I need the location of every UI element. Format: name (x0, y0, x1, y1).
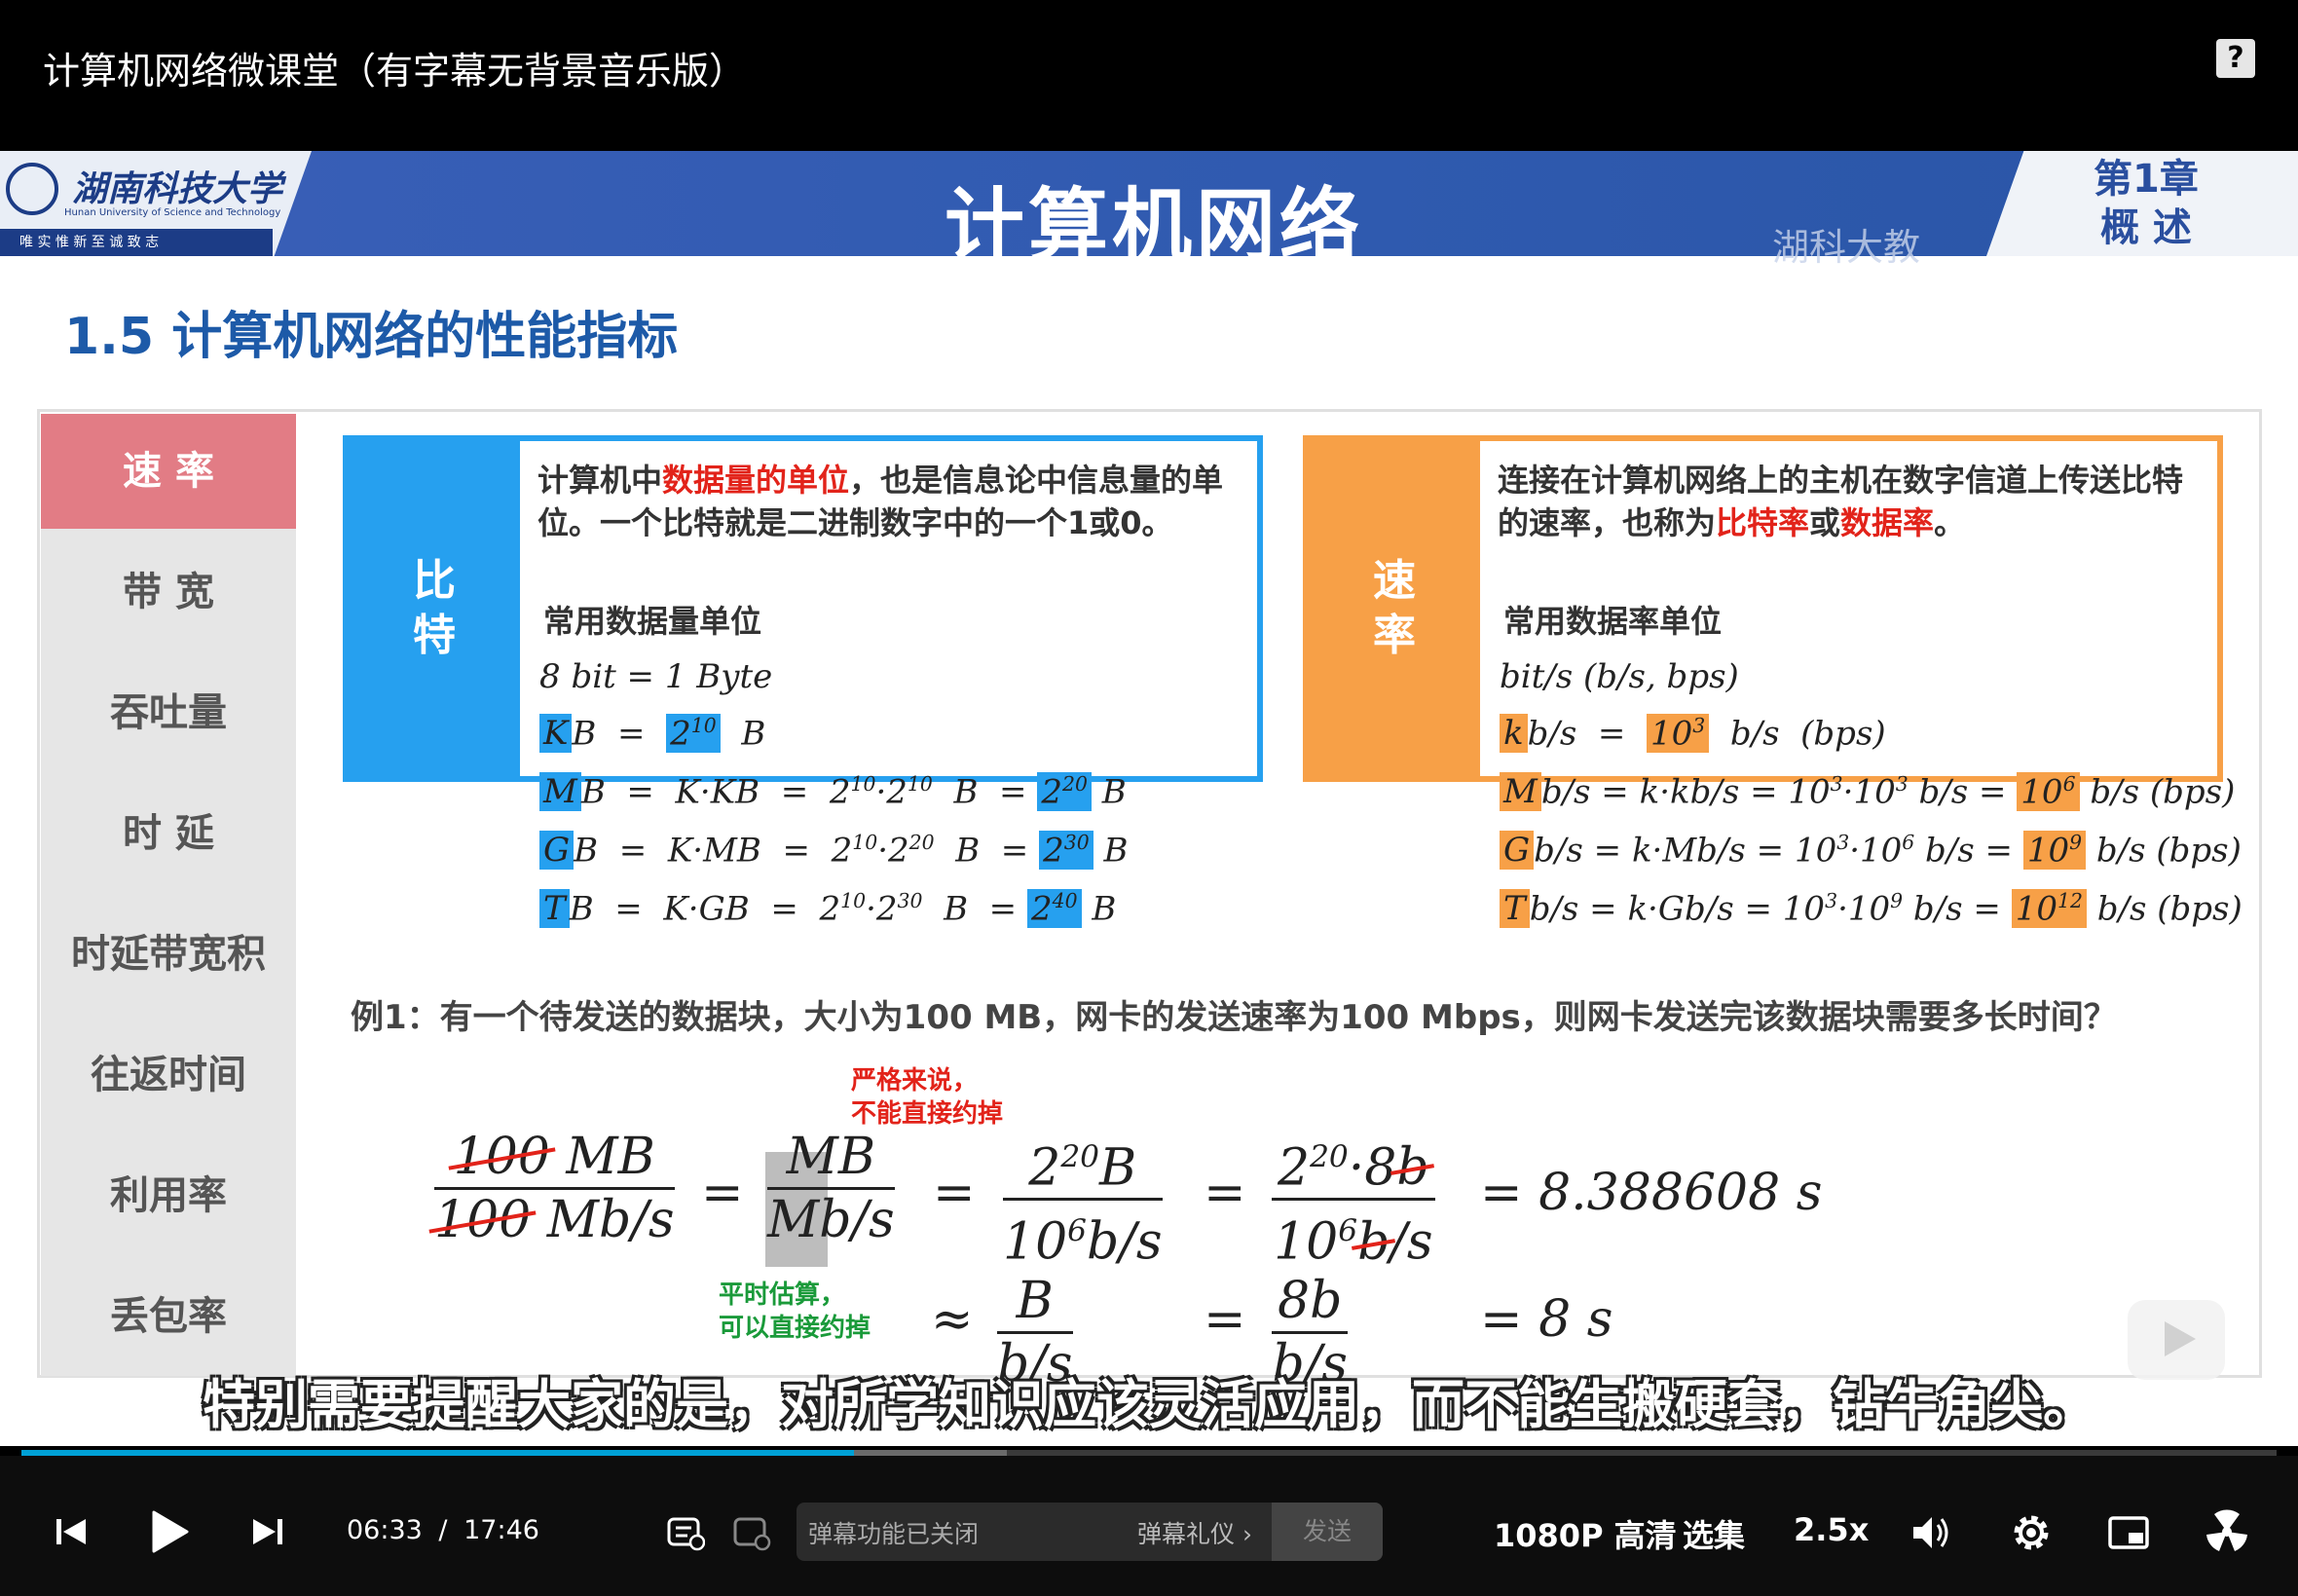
next-icon[interactable] (251, 1515, 284, 1548)
strict-note: 严格来说， 不能直接约掉 (851, 1066, 1004, 1129)
fraction-100mb-100mbps: 100 MB 100 Mb/s (434, 1128, 675, 1249)
picture-in-picture-icon[interactable] (2107, 1513, 2152, 1552)
estimate-note: 平时估算， 可以直接约掉 (719, 1281, 871, 1343)
rate-card-label: 速 率 (1309, 441, 1480, 776)
bit-card: 比 特 计算机中数据量的单位，也是信息论中信息量的单位。一个比特就是二进制数字中… (343, 435, 1263, 929)
episodes-button[interactable]: 选集 (1683, 1517, 1746, 1554)
bit-definition: 计算机中数据量的单位，也是信息论中信息量的单位。一个比特就是二进制数字中的一个1… (537, 462, 1224, 541)
menu-item-packet-loss[interactable]: 丢包率 (110, 1294, 227, 1339)
video-title-bar: 计算机网络微课堂（有字幕无背景音乐版） ? (0, 0, 2298, 151)
equals-sign: = (1204, 1290, 1246, 1349)
data-units-heading: 常用数据量单位 (543, 603, 762, 640)
fraction-2-20-8b: 220·8b 106b/s (1272, 1127, 1435, 1273)
help-icon[interactable]: ? (2216, 39, 2255, 78)
slide-watermark: 湖科大教 (1772, 226, 1921, 269)
menu-item-bandwidth[interactable]: 带 宽 (123, 570, 214, 614)
danmaku-status: 弹幕功能已关闭 (808, 1520, 980, 1548)
menu-item-utilization[interactable]: 利用率 (110, 1173, 227, 1218)
formula-bit-byte: 8 bit = 1 Byte (539, 657, 773, 696)
banner-corner (1986, 151, 2298, 256)
video-title: 计算机网络微课堂（有字幕无背景音乐版） (43, 50, 747, 93)
approx-sign: ≈ (931, 1290, 974, 1349)
volume-icon[interactable] (1910, 1513, 1953, 1552)
university-logo: 湖南科技大学 Hunan University of Science and T… (0, 151, 312, 256)
quality-selector[interactable]: 1080P 高清 (1494, 1517, 1677, 1554)
formula-bits-per-second: bit/s (b/s, bps) (1500, 657, 1739, 696)
slide-banner (0, 151, 2298, 256)
chapter-name: 概 述 (2099, 205, 2192, 250)
play-icon[interactable] (150, 1509, 189, 1554)
university-seal-icon (6, 163, 58, 215)
topic-menu: 速 率 带 宽 吞吐量 时 延 时延带宽积 往返时间 利用率 丢包率 (41, 414, 296, 1376)
chapter-label: 第1章 概 述 (2094, 155, 2199, 252)
danmaku-settings-icon[interactable] (732, 1513, 771, 1552)
rate-definition: 连接在计算机网络上的主机在数字信道上传送比特的速率，也称为比特率或数据率。 (1498, 462, 2184, 541)
unit-highlight (765, 1152, 828, 1267)
fraction-8b-bps: 8b b/s (1272, 1272, 1349, 1393)
rate-units-heading: 常用数据率单位 (1503, 603, 1723, 640)
university-english-name: Hunan University of Science and Technolo… (64, 207, 281, 218)
equals-sign: = (701, 1164, 744, 1222)
menu-item-throughput[interactable]: 吞吐量 (110, 690, 227, 735)
chapter-number: 第1章 (2094, 157, 2199, 202)
fullscreen-icon[interactable] (2205, 1509, 2249, 1554)
lecture-slide: 湖南科技大学 Hunan University of Science and T… (0, 151, 2298, 1446)
subtitle-caption: 特别需要提醒大家的是，对所学知识应该灵活应用，而不能生搬硬套，钻牛角尖。 (203, 1374, 2095, 1435)
fraction-2-20-b: 220B 106b/s (1003, 1127, 1163, 1273)
bilibili-tv-icon[interactable] (2128, 1300, 2225, 1380)
progress-bar[interactable] (21, 1450, 2277, 1456)
playback-time: 06:33 / 17:46 (347, 1515, 539, 1545)
send-danmaku-button[interactable]: 发送 (1272, 1503, 1383, 1561)
menu-item-bandwidth-delay-product[interactable]: 时延带宽积 (71, 932, 266, 977)
bit-card-label: 比 特 (349, 441, 520, 776)
time-separator: / (438, 1515, 448, 1545)
equals-sign: = (1204, 1164, 1246, 1222)
university-motto: 唯 实 惟 新 至 诚 致 志 (0, 229, 273, 256)
playback-speed[interactable]: 2.5x (1794, 1511, 1870, 1548)
danmaku-etiquette-link[interactable]: 弹幕礼仪 › (1137, 1520, 1252, 1548)
section-title: 1.5 计算机网络的性能指标 (64, 308, 679, 366)
progress-played (21, 1450, 854, 1456)
previous-icon[interactable] (55, 1515, 88, 1548)
rate-card: 速 率 连接在计算机网络上的主机在数字信道上传送比特的速率，也称为比特率或数据率… (1303, 435, 2242, 929)
formula-kbps: k b/s = 103 b/s (bps) (1500, 714, 1886, 754)
result-estimate: = 8 s (1480, 1290, 1613, 1349)
university-name: 湖南科技大学 (72, 168, 283, 209)
current-time: 06:33 (347, 1515, 423, 1545)
fraction-b-bps: B b/s (997, 1272, 1073, 1393)
menu-item-rtt[interactable]: 往返时间 (91, 1053, 246, 1097)
danmaku-toggle-icon[interactable] (666, 1513, 705, 1552)
menu-item-rate[interactable]: 速 率 (41, 414, 296, 529)
total-time: 17:46 (463, 1515, 539, 1545)
equals-sign: = (933, 1164, 976, 1222)
example-question: 例1：有一个待发送的数据块，大小为100 MB，网卡的发送速率为100 Mbps… (351, 998, 2117, 1037)
fraction-mb-mbps: MB Mb/s (767, 1128, 895, 1249)
menu-item-delay[interactable]: 时 延 (123, 811, 214, 856)
settings-gear-icon[interactable] (2010, 1511, 2053, 1554)
result-exact: = 8.388608 s (1480, 1164, 1823, 1222)
course-title: 计算机网络 (945, 180, 1364, 273)
